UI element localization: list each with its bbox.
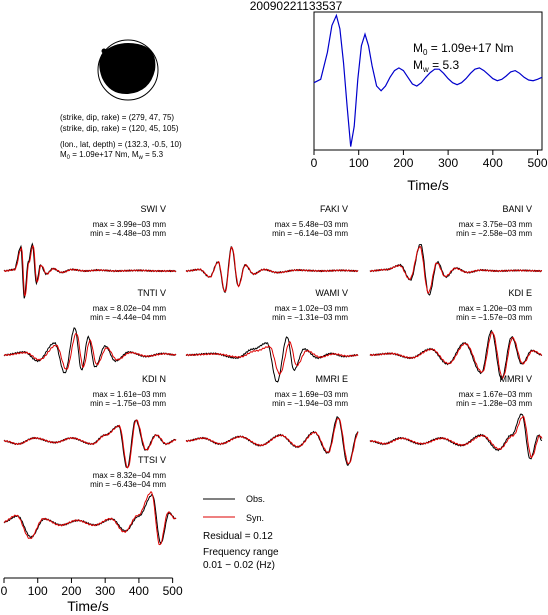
station-name: WAMI V [315,288,348,298]
stf-tick-label: 200 [393,156,413,170]
station-min: min = −1.57e−03 mm [456,313,532,322]
axis-tick-label: 0 [1,584,8,598]
station-min: min = −4.48e−03 mm [90,229,166,238]
stf-series-line [313,13,543,147]
station-max: max = 3.99e−03 mm [93,220,167,229]
station-min: min = −1.75e−03 mm [90,399,166,408]
stf-m0-label: M0 = 1.09e+17 Nm [413,41,514,57]
mechanism-line-2: (strike, dip, rake) = (120, 45, 105) [60,124,179,133]
station-min: min = −1.94e−03 mm [272,399,348,408]
station-max: max = 3.75e−03 mm [459,220,533,229]
axis-tick-label: 500 [163,584,183,598]
station-name: FAKI V [320,204,348,214]
residual-label: Residual = 0.12 [203,531,273,542]
axis-tick-label: 100 [28,584,48,598]
station-max: max = 1.02e−03 mm [275,304,349,313]
station-name: KDI E [508,288,532,298]
frequency-range-value: 0.01 − 0.02 (Hz) [203,560,275,571]
stf-x-axis: 0 100 200 300 400 500 [311,150,548,170]
obs-waveform [3,494,177,545]
syn-waveform [369,331,543,380]
syn-waveform [3,244,177,297]
station-max: max = 8.32e−04 mm [93,471,167,480]
station-name: BANI V [502,204,532,214]
waveform-x-axis: 0 100 200 300 400 500 [1,577,183,598]
syn-waveform [185,418,359,465]
obs-waveform [185,245,359,294]
mechanism-info: (strike, dip, rake) = (279, 47, 75) (str… [60,113,182,161]
axis-tick-label: 200 [61,584,81,598]
station-min: min = −1.31e−03 mm [272,313,348,322]
station-min: min = −6.14e−03 mm [272,229,348,238]
legend: Obs. Syn. Residual = 0.12 Frequency rang… [203,494,279,571]
mechanism-line-3: (lon., lat, depth) = (132.3, -0.5, 10) [60,140,182,149]
obs-waveform [369,413,543,460]
station-min: min = −4.44e−04 mm [90,313,166,322]
station-max: max = 1.69e−03 mm [275,390,349,399]
syn-waveform [185,340,359,376]
station-min: min = −6.43e−04 mm [90,480,166,489]
syn-waveform [369,245,543,294]
axis-tick-label: 300 [95,584,115,598]
stf-frame [313,11,543,151]
waveform-xlabel: Time/s [67,598,108,614]
syn-waveform [369,415,543,459]
mechanism-line-1: (strike, dip, rake) = (279, 47, 75) [60,113,174,122]
axis-tick-label: 400 [129,584,149,598]
legend-syn-label: Syn. [246,513,264,523]
syn-waveform [3,419,177,469]
stf-tick-label: 0 [311,156,318,170]
legend-obs-label: Obs. [246,494,265,504]
syn-waveform [3,333,177,370]
station-max: max = 1.61e−03 mm [93,390,167,399]
figure-title: 20090221133537 [250,0,343,13]
beachball [97,39,159,101]
stf-tick-label: 500 [528,156,548,170]
station-min: min = −1.28e−03 mm [456,399,532,408]
stf-xlabel: Time/s [407,177,448,193]
station-name: MMRI V [500,374,533,384]
station-max: max = 1.20e−03 mm [459,304,533,313]
station-name: TNTI V [138,288,167,298]
syn-waveform [3,490,177,546]
stf-tick-label: 300 [438,156,458,170]
syn-waveform [185,246,359,293]
station-name: MMRI E [316,374,349,384]
stf-panel: M0 = 1.09e+17 Nm Mw = 5.3 0 100 200 300 400 5… [311,11,548,193]
stf-mw-label: Mw = 5.3 [413,58,459,74]
station-name: TTSI V [138,455,166,465]
mechanism-moment: M0 = 1.09e+17 Nm, Mw = 5.3 [60,150,164,161]
obs-waveform [3,327,177,374]
station-max: max = 8.02e−04 mm [93,304,167,313]
stf-tick-label: 400 [483,156,503,170]
station-name: SWI V [140,204,166,214]
station-max: max = 5.48e−03 mm [275,220,349,229]
station-name: KDI N [142,374,166,384]
station-max: max = 1.67e−03 mm [459,390,533,399]
frequency-range-label: Frequency range [203,547,279,558]
station-min: min = −2.58e−03 mm [456,229,532,238]
stf-tick-label: 100 [349,156,369,170]
